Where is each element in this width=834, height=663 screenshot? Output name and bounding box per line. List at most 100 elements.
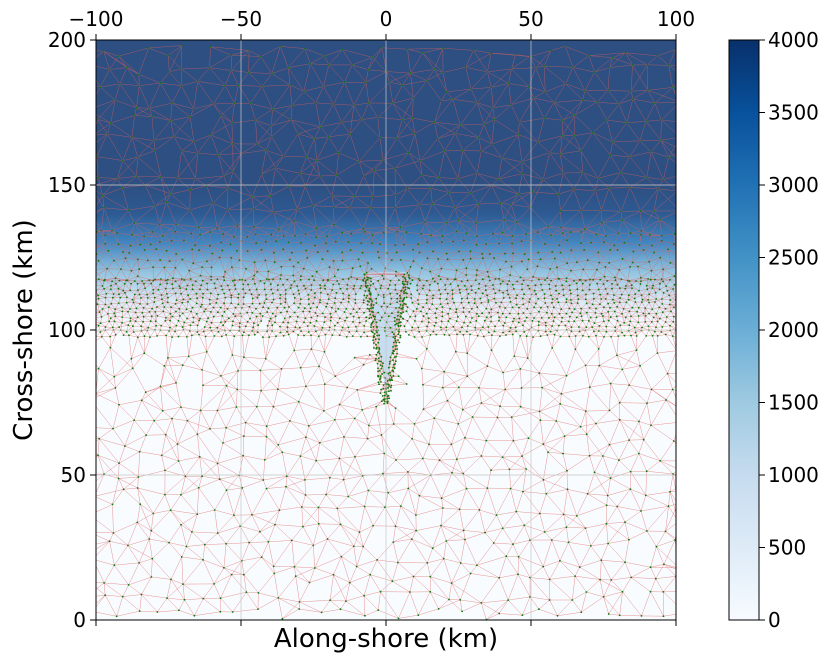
mesh-node xyxy=(372,304,375,306)
mesh-node xyxy=(669,278,671,281)
mesh-node xyxy=(653,210,655,212)
mesh-node xyxy=(473,302,476,305)
mesh-node xyxy=(565,301,568,303)
mesh-node xyxy=(390,386,392,389)
mesh-node xyxy=(213,282,216,285)
mesh-node xyxy=(265,278,268,280)
mesh-node xyxy=(339,523,342,526)
mesh-node xyxy=(372,524,374,527)
mesh-node xyxy=(430,234,432,237)
mesh-node xyxy=(308,303,310,306)
mesh-node xyxy=(562,294,565,297)
mesh-node xyxy=(586,492,589,495)
mesh-node xyxy=(146,297,149,299)
mesh-node xyxy=(235,406,238,408)
mesh-node xyxy=(659,256,662,259)
mesh-node xyxy=(243,573,245,576)
mesh-node xyxy=(412,310,415,313)
mesh-node xyxy=(348,297,350,300)
mesh-node xyxy=(216,298,219,300)
mesh-node xyxy=(469,192,472,194)
mesh-node xyxy=(324,333,327,336)
mesh-node xyxy=(490,143,493,146)
mesh-node xyxy=(117,302,120,304)
mesh-node xyxy=(462,333,465,336)
mesh-node xyxy=(388,362,391,365)
mesh-node xyxy=(216,278,219,280)
mesh-node xyxy=(194,244,197,247)
mesh-node xyxy=(454,206,456,209)
mesh-node xyxy=(620,210,622,213)
mesh-node xyxy=(399,297,402,300)
mesh-node xyxy=(440,320,443,323)
mesh-node xyxy=(279,303,282,305)
mesh-node xyxy=(315,459,318,462)
mesh-node xyxy=(289,315,291,318)
mesh-node xyxy=(246,320,249,323)
mesh-node xyxy=(404,286,407,288)
mesh-node xyxy=(199,288,201,291)
mesh-node xyxy=(649,566,652,569)
mesh-node xyxy=(652,284,654,287)
mesh-node xyxy=(457,423,460,425)
mesh-node xyxy=(431,203,434,205)
mesh-node xyxy=(367,102,370,104)
mesh-node xyxy=(286,310,288,313)
mesh-node xyxy=(403,302,405,305)
mesh-node xyxy=(192,316,195,319)
mesh-node xyxy=(490,316,492,318)
mesh-node xyxy=(132,301,135,304)
mesh-node xyxy=(233,335,236,338)
mesh-node xyxy=(403,325,406,328)
mesh-node xyxy=(365,297,368,299)
mesh-node xyxy=(133,114,136,117)
mesh-node xyxy=(517,193,520,196)
mesh-node xyxy=(525,233,527,235)
mesh-node xyxy=(246,236,249,238)
mesh-node xyxy=(388,81,391,83)
mesh-node xyxy=(448,334,451,336)
mesh-node xyxy=(475,221,477,224)
mesh-node xyxy=(90,293,92,295)
mesh-node xyxy=(285,485,287,488)
mesh-node xyxy=(259,280,262,282)
mesh-node xyxy=(613,301,616,304)
mesh-node xyxy=(609,316,612,319)
mesh-node xyxy=(593,71,596,73)
mesh-node xyxy=(602,283,605,285)
mesh-node xyxy=(418,203,421,206)
mesh-node xyxy=(544,302,547,304)
mesh-node xyxy=(546,306,549,308)
mesh-node xyxy=(217,153,220,156)
mesh-node xyxy=(265,435,268,438)
mesh-node xyxy=(592,278,595,281)
mesh-node xyxy=(220,241,223,244)
mesh-node xyxy=(176,443,179,445)
mesh-node xyxy=(679,285,681,287)
mesh-node xyxy=(466,352,469,355)
mesh-node xyxy=(419,159,421,162)
mesh-node xyxy=(455,308,458,311)
mesh-node xyxy=(467,293,470,295)
mesh-node xyxy=(258,302,261,305)
mesh-node xyxy=(333,275,336,278)
mesh-node xyxy=(370,277,372,280)
mesh-node xyxy=(395,251,398,254)
mesh-node xyxy=(628,384,631,386)
mesh-node xyxy=(329,476,331,479)
mesh-node xyxy=(110,284,112,287)
mesh-node xyxy=(382,159,384,161)
mesh-node xyxy=(243,435,245,437)
mesh-node xyxy=(638,289,640,292)
mesh-node xyxy=(375,348,378,350)
mesh-node xyxy=(231,121,233,124)
mesh-node xyxy=(426,257,429,260)
mesh-node xyxy=(466,330,468,333)
mesh-node xyxy=(551,298,554,300)
mesh-node xyxy=(493,297,496,300)
mesh-node xyxy=(673,232,676,235)
mesh-node xyxy=(383,394,386,397)
mesh-node xyxy=(319,284,321,287)
mesh-node xyxy=(366,300,369,302)
